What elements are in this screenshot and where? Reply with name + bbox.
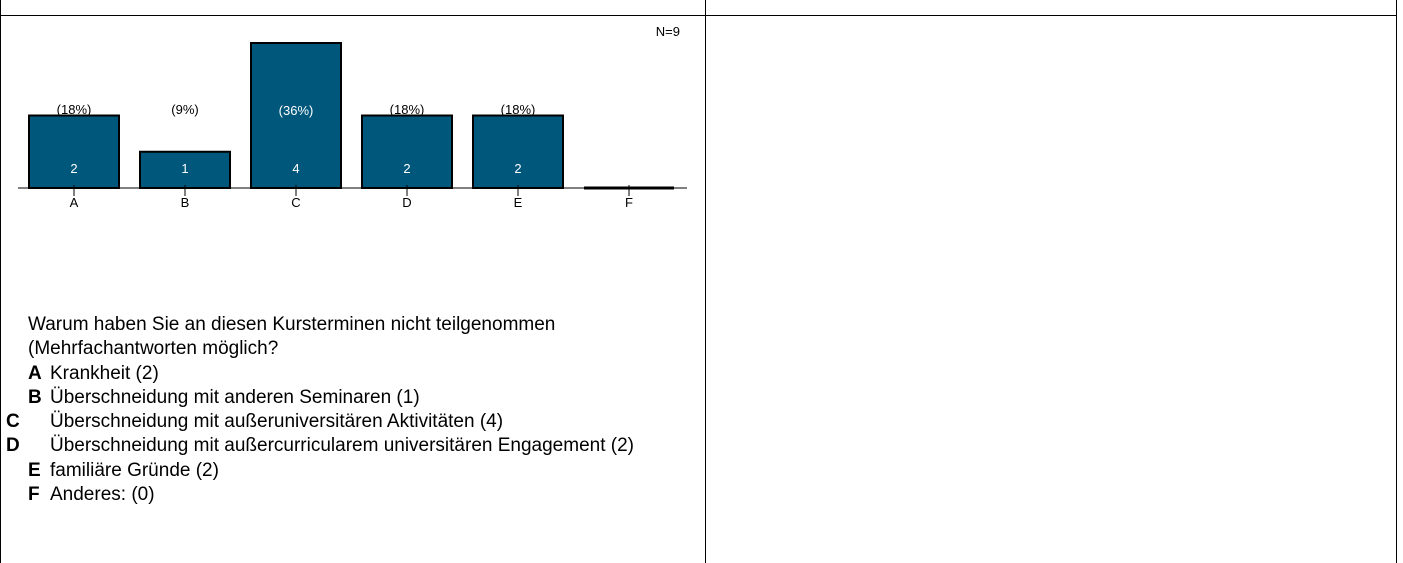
legend-key: A: [28, 362, 42, 384]
bar-chart: N=9 2 (18%) A 1 (9%) B 4 (36%) C 2 (18%) D 2 (18%) E F: [18, 24, 687, 210]
legend-label: familiäre Gründe (2): [50, 459, 219, 481]
table-middle-border: [705, 0, 706, 563]
bar-a: [28, 114, 120, 189]
legend-label: Überschneidung mit außeruniversitären Ak…: [50, 411, 504, 433]
bar-count-label: 1: [181, 161, 188, 176]
bar-count-label: 2: [403, 161, 410, 176]
bar-percent-label: (18%): [390, 102, 425, 117]
legend-label: Anderes: (0): [50, 484, 155, 506]
legend-key: B: [28, 386, 42, 408]
legend-label: Krankheit (2): [50, 362, 159, 384]
legend-key: F: [28, 484, 40, 506]
x-tick-label: B: [181, 195, 190, 210]
bar-percent-label: (9%): [171, 102, 198, 117]
bar-count-label: 4: [292, 161, 299, 176]
legend-item-d: D Überschneidung mit außercurricularem un…: [6, 434, 680, 458]
legend-label: Überschneidung mit außercurricularem uni…: [50, 435, 634, 457]
question-block: Warum haben Sie an diesen Kursterminen n…: [6, 313, 708, 508]
bar-percent-label: (18%): [57, 102, 92, 117]
table-left-border: [0, 0, 1, 563]
table-right-border: [1396, 0, 1397, 563]
bar-e: [472, 114, 564, 189]
legend-key: C: [6, 411, 20, 433]
answer-legend: A Krankheit (2) B Überschneidung mit andere…: [6, 362, 708, 508]
legend-label: Überschneidung mit anderen Seminaren (1): [50, 386, 420, 408]
bar-b: [139, 150, 231, 189]
question-text: Warum haben Sie an diesen Kursterminen n…: [28, 314, 556, 360]
legend-item-c: C Überschneidung mit außeruniversitären A…: [6, 410, 680, 434]
bar-c: [250, 42, 342, 189]
x-tick-label: C: [291, 195, 300, 210]
legend-item-a: A Krankheit (2): [28, 362, 708, 386]
bar-count-label: 2: [70, 161, 77, 176]
n-label: N=9: [656, 24, 680, 39]
right-table-cell: [706, 16, 1396, 563]
x-tick-label: A: [70, 195, 79, 210]
bar-percent-label: (36%): [279, 103, 314, 118]
x-tick-label: E: [514, 195, 523, 210]
bar-percent-label: (18%): [501, 102, 536, 117]
left-table-cell: N=9 2 (18%) A 1 (9%) B 4 (36%) C 2 (18%) D 2 (18%) E F W…: [1, 16, 705, 563]
bar-d: [361, 114, 453, 189]
table-top-border: [0, 15, 1397, 16]
x-tick-label: D: [402, 195, 411, 210]
bar-count-label: 2: [514, 161, 521, 176]
legend-item-b: B Überschneidung mit anderen Seminaren (1…: [28, 386, 708, 410]
legend-key: D: [6, 435, 20, 457]
legend-key: E: [28, 459, 41, 481]
x-tick-label: F: [625, 195, 633, 210]
legend-item-f: F Anderes: (0): [28, 483, 708, 507]
